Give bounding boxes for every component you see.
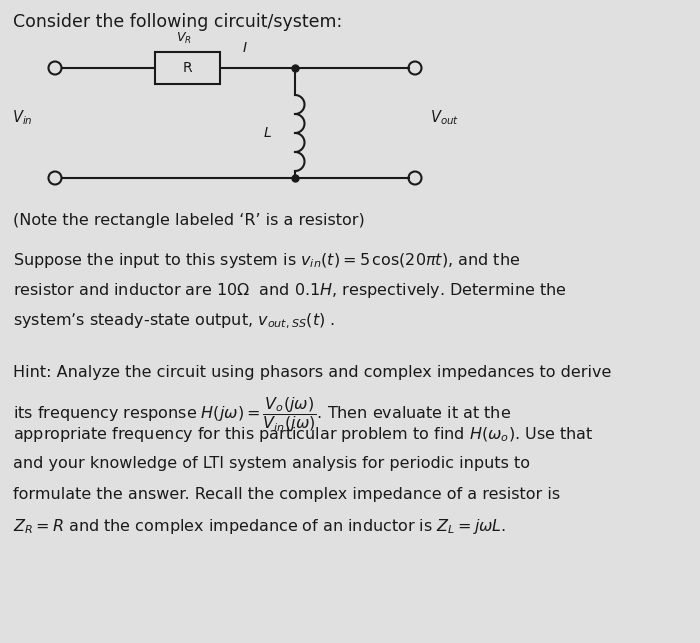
Text: R: R bbox=[183, 61, 193, 75]
Text: (Note the rectangle labeled ‘R’ is a resistor): (Note the rectangle labeled ‘R’ is a res… bbox=[13, 213, 365, 228]
Text: $V_R$: $V_R$ bbox=[176, 31, 191, 46]
Text: $Z_R = R$ and the complex impedance of an inductor is $Z_L = j\omega L$.: $Z_R = R$ and the complex impedance of a… bbox=[13, 517, 506, 536]
Text: $V_{in}$: $V_{in}$ bbox=[13, 109, 33, 127]
Text: I: I bbox=[243, 41, 247, 55]
Text: appropriate frequency for this particular problem to find $H(\omega_o)$. Use tha: appropriate frequency for this particula… bbox=[13, 426, 594, 444]
Bar bbox=[155, 52, 220, 84]
Text: Suppose the input to this system is $v_{in}(t) = 5\,\cos(20\pi t)$, and the: Suppose the input to this system is $v_{… bbox=[13, 251, 520, 270]
Text: system’s steady-state output, $v_{out,SS}(t)$ .: system’s steady-state output, $v_{out,SS… bbox=[13, 312, 335, 331]
Text: and your knowledge of LTI system analysis for periodic inputs to: and your knowledge of LTI system analysi… bbox=[13, 456, 530, 471]
Text: Consider the following circuit/system:: Consider the following circuit/system: bbox=[13, 13, 342, 31]
Text: its frequency response $H(j\omega) = \dfrac{V_o(j\omega)}{V_{in}(j\omega)}$. The: its frequency response $H(j\omega) = \df… bbox=[13, 395, 511, 434]
Text: $V_{out}$: $V_{out}$ bbox=[430, 109, 459, 127]
Text: Hint: Analyze the circuit using phasors and complex impedances to derive: Hint: Analyze the circuit using phasors … bbox=[13, 365, 611, 379]
Text: L: L bbox=[263, 126, 271, 140]
Text: resistor and inductor are $10\Omega$  and $0.1H$, respectively. Determine the: resistor and inductor are $10\Omega$ and… bbox=[13, 282, 567, 300]
Text: formulate the answer. Recall the complex impedance of a resistor is: formulate the answer. Recall the complex… bbox=[13, 487, 560, 502]
